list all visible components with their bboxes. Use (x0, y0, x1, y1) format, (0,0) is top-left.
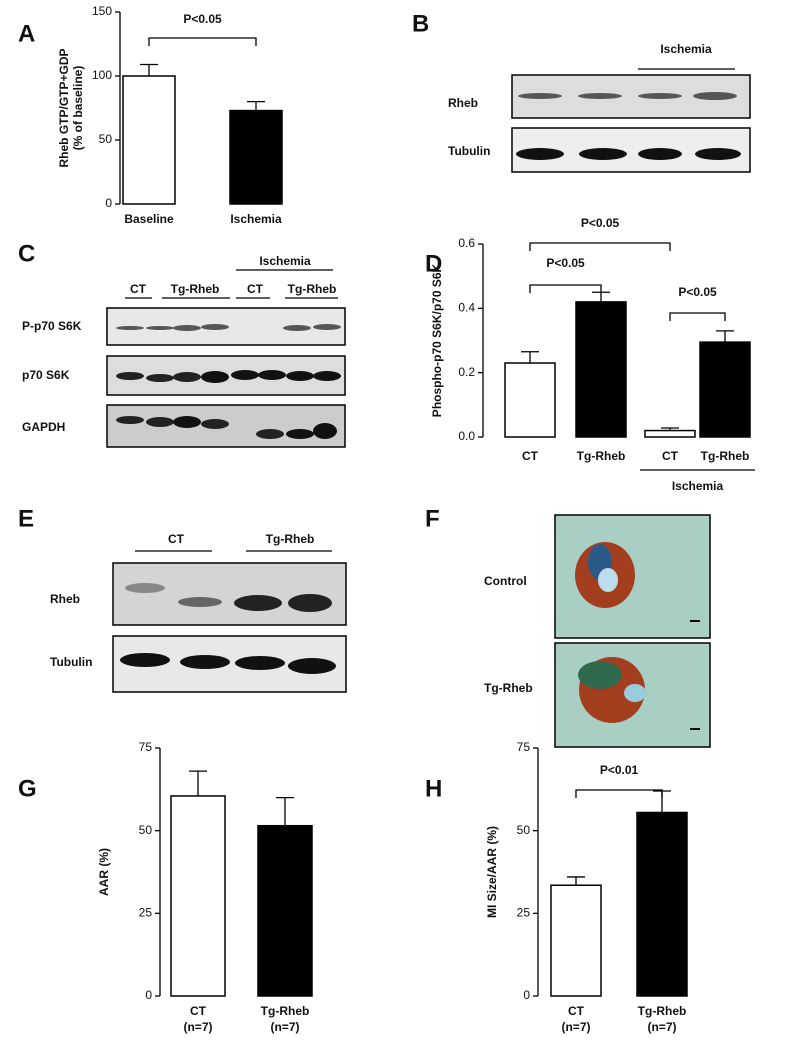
significance-label: P<0.05 (581, 216, 620, 230)
y-tick-label: 0 (145, 988, 152, 1002)
group-label: Ischemia (672, 479, 724, 493)
y-tick-label: 150 (92, 4, 112, 18)
y-axis-label: Rheb GTP/GTP+GDP (57, 48, 71, 167)
bar (504, 362, 556, 438)
row-label: Rheb (448, 96, 478, 110)
row-label: Tg-Rheb (484, 681, 533, 695)
x-tick-label: CT (190, 1004, 207, 1018)
panel-label: E (18, 505, 34, 532)
y-axis-label: MI Size/AAR (%) (485, 826, 499, 918)
row-label: p70 S6K (22, 368, 70, 382)
y-tick-label: 100 (92, 68, 112, 82)
bar (229, 109, 283, 205)
bar (257, 824, 313, 997)
y-tick-label: 0.0 (458, 429, 475, 443)
x-tick-label: Tg-Rheb (638, 1004, 687, 1018)
x-tick-sublabel: (n=7) (270, 1020, 299, 1034)
x-tick-label: Ischemia (230, 212, 282, 226)
panel-label: C (18, 240, 35, 267)
x-tick-sublabel: (n=7) (183, 1020, 212, 1034)
row-label: GAPDH (22, 420, 65, 434)
group-label: Tg-Rheb (171, 282, 220, 296)
x-tick-label: Baseline (124, 212, 174, 226)
significance-bracket (529, 242, 671, 251)
bar (122, 75, 176, 205)
x-tick-label: CT (568, 1004, 585, 1018)
group-label: CT (130, 282, 147, 296)
panel-label: B (412, 10, 429, 37)
bar (170, 795, 226, 997)
group-label: CT (168, 532, 185, 546)
x-tick-sublabel: (n=7) (561, 1020, 590, 1034)
y-tick-label: 25 (517, 906, 531, 920)
bar (550, 884, 602, 997)
row-label: Rheb (50, 592, 80, 606)
y-tick-label: 0.2 (458, 365, 475, 379)
x-tick-label: Tg-Rheb (261, 1004, 310, 1018)
y-tick-label: 25 (139, 906, 153, 920)
x-tick-label: Tg-Rheb (577, 449, 626, 463)
bar (575, 301, 627, 438)
group-label: Ischemia (259, 254, 311, 268)
significance-bracket (669, 312, 726, 321)
significance-label: P<0.01 (600, 763, 639, 777)
bar (699, 341, 751, 438)
significance-bracket (148, 37, 257, 46)
y-tick-label: 75 (139, 740, 153, 754)
significance-label: P<0.05 (678, 285, 717, 299)
group-label: CT (247, 282, 264, 296)
y-axis-label: Phospho-p70 S6K/p70 S6K (430, 263, 444, 417)
bar (644, 429, 696, 438)
y-tick-label: 0.6 (458, 236, 475, 250)
y-axis-label: (% of baseline) (71, 66, 85, 151)
panel-label: F (425, 505, 440, 532)
bar (636, 811, 688, 997)
y-tick-label: 50 (139, 823, 153, 837)
y-tick-label: 50 (517, 823, 531, 837)
y-axis-label: AAR (%) (97, 848, 111, 896)
row-label: Tubulin (448, 144, 490, 158)
x-tick-label: CT (662, 449, 679, 463)
row-label: P-p70 S6K (22, 319, 82, 333)
group-label: Tg-Rheb (266, 532, 315, 546)
group-label: Ischemia (660, 42, 712, 56)
blot-images (106, 74, 751, 748)
panel-label: D (425, 250, 442, 277)
panel-label: H (425, 775, 442, 802)
y-tick-label: 0 (105, 196, 112, 210)
significance-label: P<0.05 (183, 12, 222, 26)
y-tick-label: 0 (523, 988, 530, 1002)
significance-label: P<0.05 (546, 256, 585, 270)
y-tick-label: 50 (99, 132, 113, 146)
row-label: Control (484, 574, 527, 588)
y-tick-label: 75 (517, 740, 531, 754)
panel-label: G (18, 775, 37, 802)
significance-bracket (575, 789, 663, 798)
x-tick-label: Tg-Rheb (701, 449, 750, 463)
row-label: Tubulin (50, 655, 92, 669)
significance-bracket (529, 284, 602, 293)
panel-label: A (18, 20, 35, 47)
x-tick-sublabel: (n=7) (647, 1020, 676, 1034)
group-label: Tg-Rheb (288, 282, 337, 296)
x-tick-label: CT (522, 449, 539, 463)
y-tick-label: 0.4 (458, 301, 475, 315)
